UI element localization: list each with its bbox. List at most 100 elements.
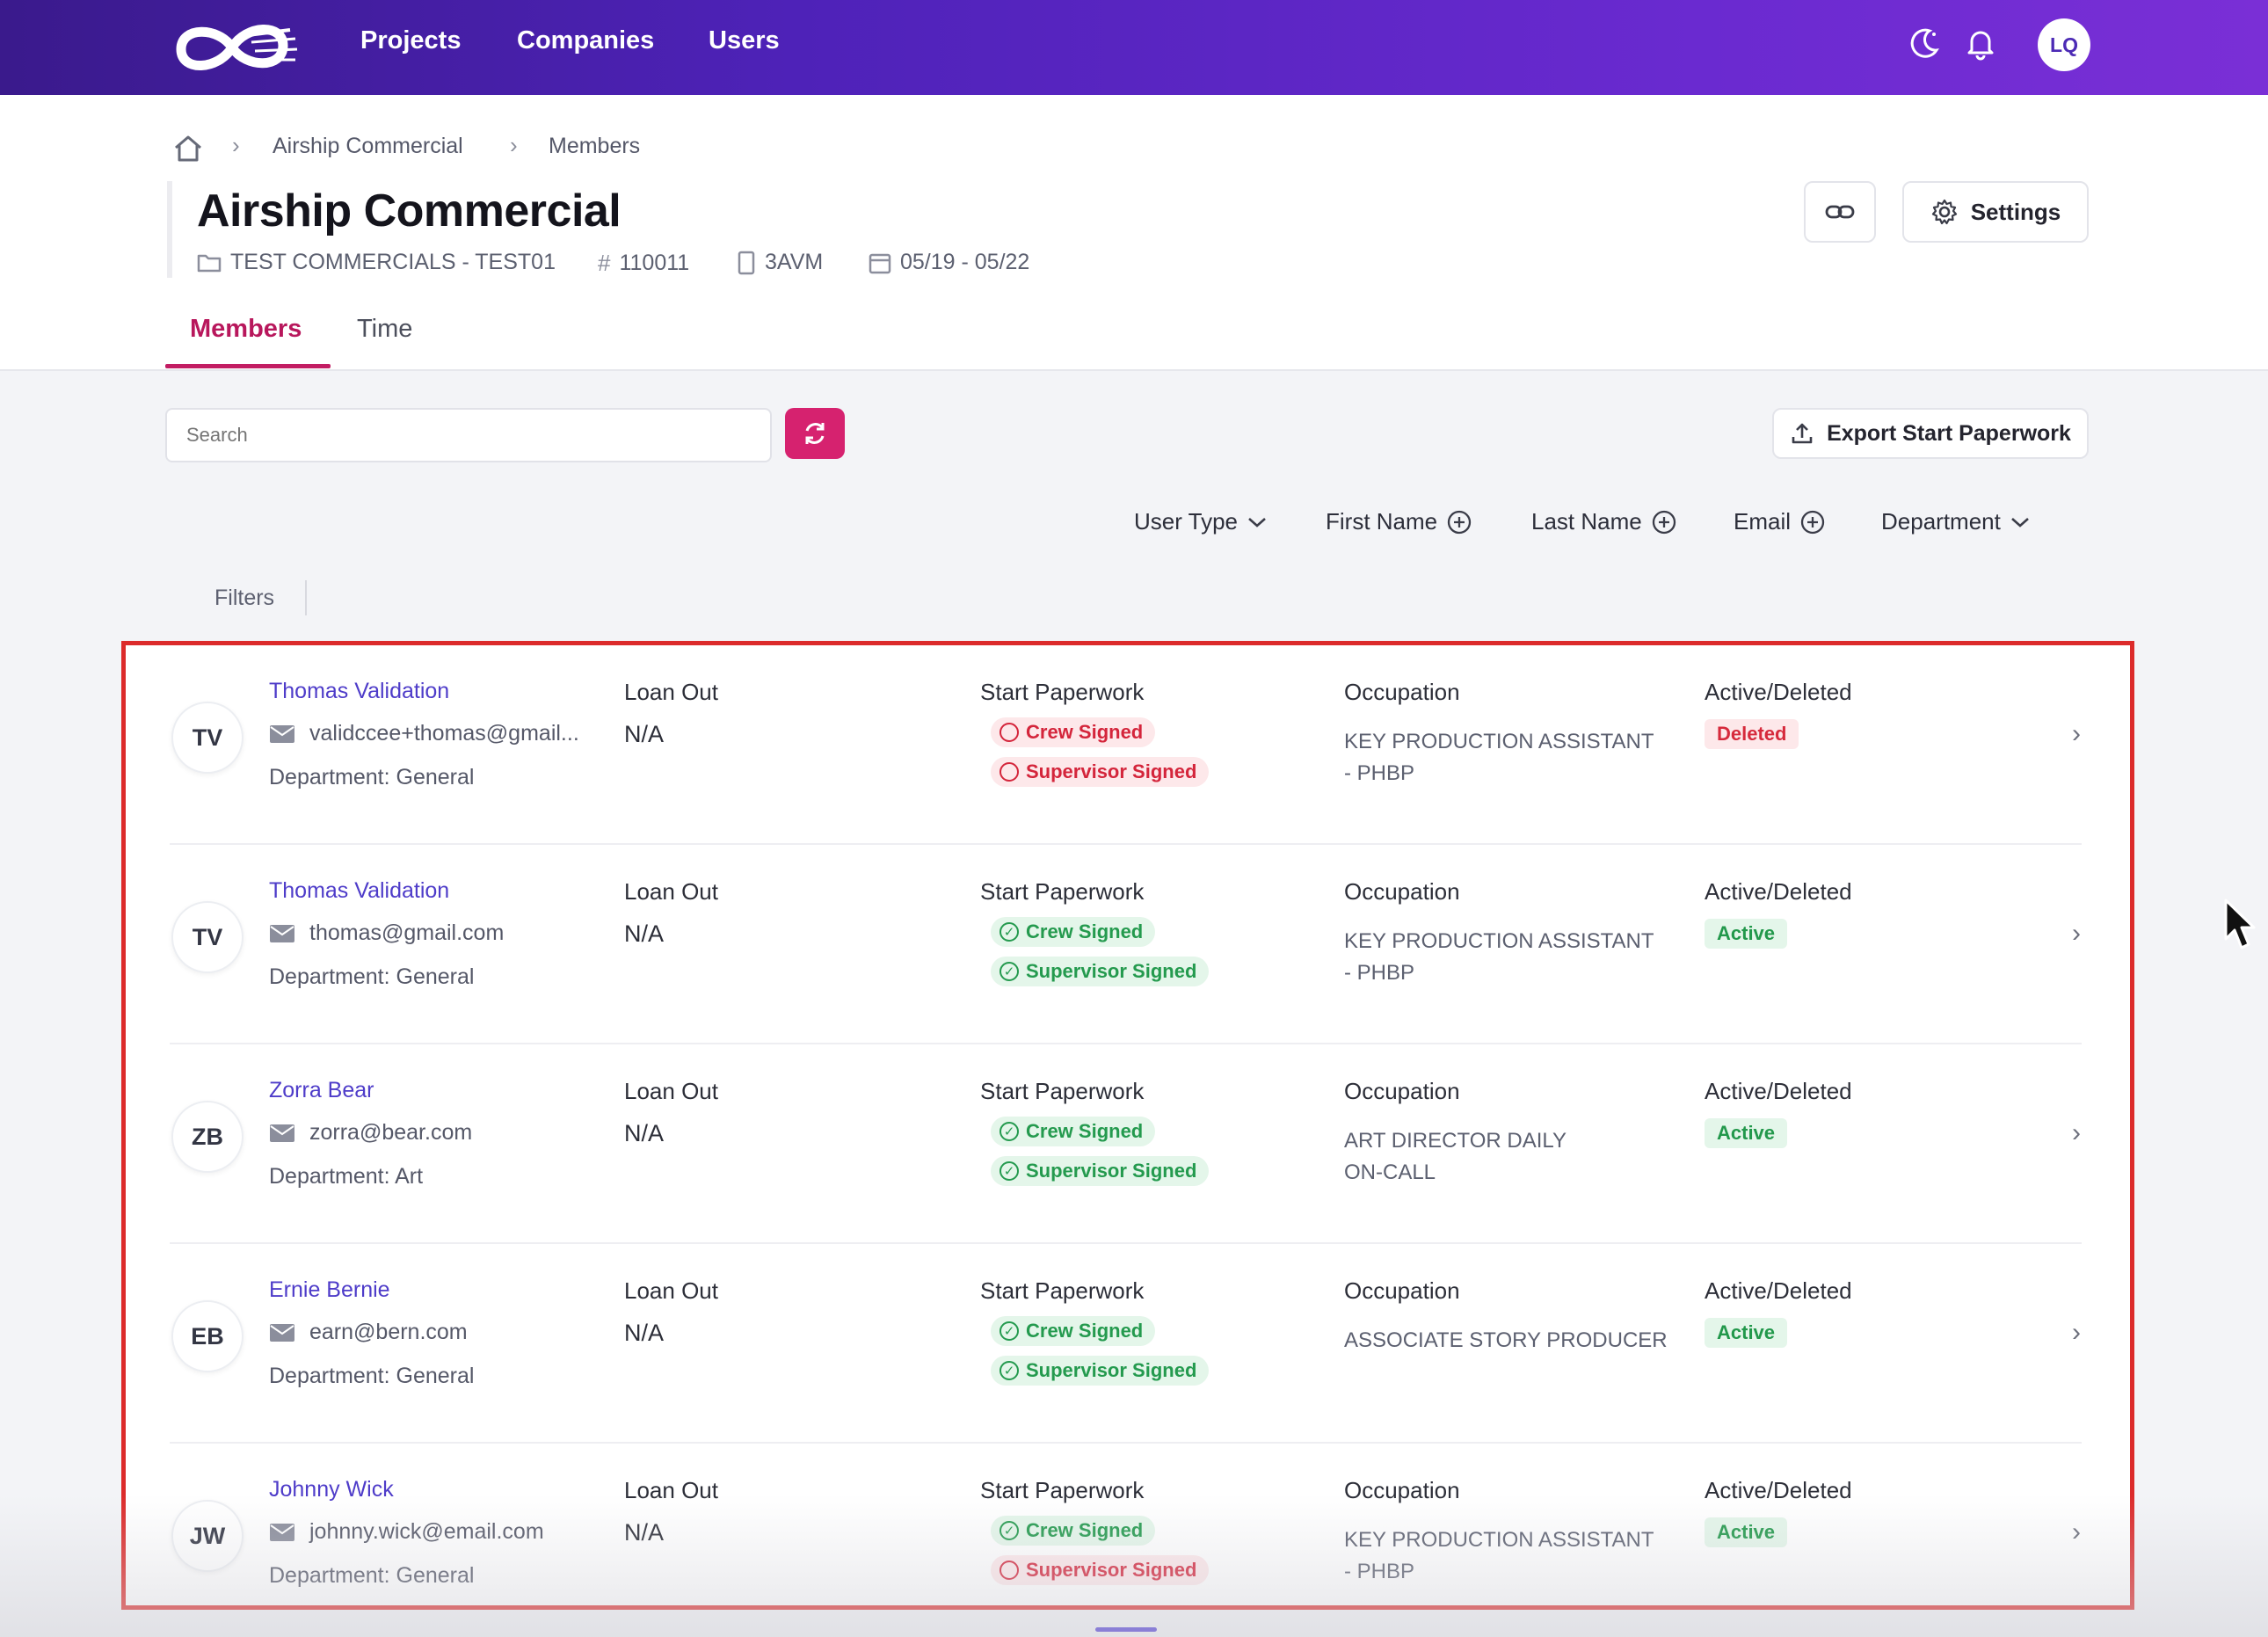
loan-out-value: N/A xyxy=(624,721,665,747)
members-list: TV Thomas Validation validccee+thomas@gm… xyxy=(121,641,2134,1610)
divider xyxy=(170,843,2082,845)
divider xyxy=(170,1442,2082,1444)
member-name-link[interactable]: Johnny Wick xyxy=(269,1477,394,1502)
member-row[interactable]: JW Johnny Wick johnny.wick@email.com Dep… xyxy=(126,1444,2130,1637)
divider xyxy=(170,1043,2082,1044)
start-paperwork-label: Start Paperwork xyxy=(980,679,1145,705)
member-department: Department: General xyxy=(269,1364,475,1388)
status-circle-icon: ✓ xyxy=(1000,1521,1019,1540)
nav-projects[interactable]: Projects xyxy=(360,26,462,55)
loan-out-value: N/A xyxy=(624,1519,665,1546)
tab-time[interactable]: Time xyxy=(357,315,413,343)
member-row[interactable]: EB Ernie Bernie earn@bern.com Department… xyxy=(126,1244,2130,1444)
supervisor-signed-badge: ✓ Supervisor Signed xyxy=(991,1156,1210,1186)
member-row[interactable]: TV Thomas Validation validccee+thomas@gm… xyxy=(126,645,2130,845)
meta-project: TEST COMMERCIALS - TEST01 xyxy=(197,250,556,275)
scroll-indicator[interactable] xyxy=(1095,1627,1157,1632)
status-circle-icon: ✓ xyxy=(1000,1321,1019,1341)
plus-circle-icon xyxy=(1800,510,1825,534)
nav-users[interactable]: Users xyxy=(709,26,780,55)
status-badge: Active xyxy=(1705,1118,1788,1148)
chevron-right-icon[interactable]: › xyxy=(2072,1318,2081,1347)
sort-department[interactable]: Department xyxy=(1881,508,2031,535)
start-paperwork-label: Start Paperwork xyxy=(980,1078,1145,1104)
sort-first-name[interactable]: First Name xyxy=(1326,508,1472,535)
mail-icon xyxy=(270,1523,294,1541)
chevron-down-icon xyxy=(2010,517,2029,527)
loan-out-label: Loan Out xyxy=(624,878,718,905)
status-circle-icon: ✓ xyxy=(1000,922,1019,942)
chevron-right-icon[interactable]: › xyxy=(2072,919,2081,948)
export-start-paperwork-button[interactable]: Export Start Paperwork xyxy=(1772,408,2089,459)
member-name-link[interactable]: Zorra Bear xyxy=(269,1078,374,1102)
member-email: earn@bern.com xyxy=(269,1320,603,1345)
member-avatar: TV xyxy=(171,901,244,973)
member-name-link[interactable]: Thomas Validation xyxy=(269,679,450,703)
status-badge: Active xyxy=(1705,919,1788,949)
status-circle-icon: ✓ xyxy=(1000,1361,1019,1380)
crew-signed-badge: ✓ Crew Signed xyxy=(991,1516,1156,1546)
title-accent-bar xyxy=(167,181,172,278)
plus-circle-icon xyxy=(1447,510,1472,534)
divider xyxy=(305,580,307,615)
crew-signed-badge: ✓ Crew Signed xyxy=(991,1316,1156,1346)
chevron-right-icon[interactable]: › xyxy=(2072,719,2081,748)
active-deleted-label: Active/Deleted xyxy=(1705,878,1852,905)
status-circle-icon: ✓ xyxy=(1000,962,1019,981)
search-input[interactable] xyxy=(165,408,772,462)
meta-number: # 110011 xyxy=(598,250,690,276)
chevron-right-icon[interactable]: › xyxy=(2072,1118,2081,1147)
member-row[interactable]: TV Thomas Validation thomas@gmail.com De… xyxy=(126,845,2130,1044)
mail-icon xyxy=(270,724,294,743)
active-deleted-label: Active/Deleted xyxy=(1705,679,1852,705)
home-icon[interactable] xyxy=(172,134,204,164)
supervisor-signed-badge: ✓ Supervisor Signed xyxy=(991,1356,1210,1386)
gear-icon xyxy=(1931,199,1957,225)
sort-user-type[interactable]: User Type xyxy=(1134,508,1268,535)
copy-link-button[interactable] xyxy=(1804,181,1876,243)
moon-icon[interactable] xyxy=(1902,21,1946,65)
loan-out-value: N/A xyxy=(624,920,665,947)
settings-button[interactable]: Settings xyxy=(1902,181,2089,243)
member-row[interactable]: ZB Zorra Bear zorra@bear.com Department:… xyxy=(126,1044,2130,1244)
start-paperwork-label: Start Paperwork xyxy=(980,1477,1145,1503)
breadcrumb-members[interactable]: Members xyxy=(549,134,641,158)
folder-icon xyxy=(197,254,222,272)
loan-out-value: N/A xyxy=(624,1120,665,1146)
page-title: Airship Commercial xyxy=(197,186,622,236)
chevron-right-icon[interactable]: › xyxy=(2072,1517,2081,1546)
member-email: johnny.wick@email.com xyxy=(269,1519,603,1545)
tab-members[interactable]: Members xyxy=(190,315,302,343)
meta-dates: 05/19 - 05/22 xyxy=(869,250,1029,275)
member-name-link[interactable]: Thomas Validation xyxy=(269,878,450,903)
member-avatar: TV xyxy=(171,702,244,774)
document-icon xyxy=(738,251,755,274)
status-badge: Active xyxy=(1705,1517,1788,1547)
status-badge: Active xyxy=(1705,1318,1788,1348)
breadcrumb-project[interactable]: Airship Commercial xyxy=(273,134,463,158)
occupation-label: Occupation xyxy=(1344,1078,1460,1104)
mail-icon xyxy=(270,1124,294,1142)
status-badge: Deleted xyxy=(1705,719,1799,749)
page-header xyxy=(0,95,2268,371)
occupation-value: ART DIRECTOR DAILY ON-CALL xyxy=(1344,1129,1567,1184)
member-name-link[interactable]: Ernie Bernie xyxy=(269,1277,390,1302)
filters-label[interactable]: Filters xyxy=(214,586,275,610)
loan-out-label: Loan Out xyxy=(624,679,718,705)
start-paperwork-label: Start Paperwork xyxy=(980,878,1145,905)
sort-last-name[interactable]: Last Name xyxy=(1531,508,1677,535)
sort-email[interactable]: Email xyxy=(1734,508,1826,535)
logo-mark[interactable] xyxy=(164,11,301,84)
occupation-value: ASSOCIATE STORY PRODUCER xyxy=(1344,1328,1668,1352)
crew-signed-badge: ✓ Crew Signed xyxy=(991,1117,1156,1146)
occupation-label: Occupation xyxy=(1344,1277,1460,1304)
refresh-button[interactable] xyxy=(785,408,845,459)
bell-icon[interactable] xyxy=(1959,21,2003,65)
status-circle-icon xyxy=(1000,1561,1019,1580)
meta-code: 3AVM xyxy=(737,250,823,275)
supervisor-signed-badge: Supervisor Signed xyxy=(991,757,1210,787)
nav-companies[interactable]: Companies xyxy=(517,26,655,55)
occupation-label: Occupation xyxy=(1344,679,1460,705)
occupation-value: KEY PRODUCTION ASSISTANT - PHBP xyxy=(1344,730,1654,785)
user-avatar[interactable]: LQ xyxy=(2038,18,2090,71)
